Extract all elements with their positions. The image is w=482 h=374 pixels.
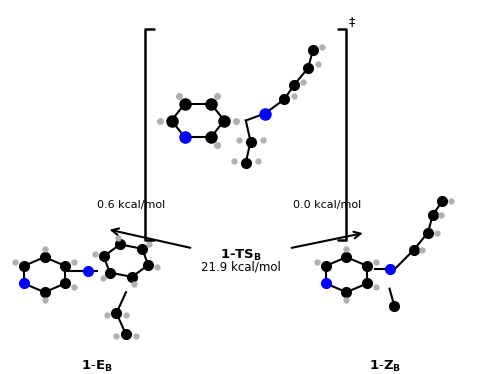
Text: $\mathbf{1}$-$\mathit{\mathbf{Z}}_\mathbf{B}$: $\mathbf{1}$-$\mathit{\mathbf{Z}}_\mathb…: [369, 359, 401, 374]
Text: $\mathbf{1}$-$\mathit{\mathbf{TS}}_\mathbf{B}$: $\mathbf{1}$-$\mathit{\mathbf{TS}}_\math…: [220, 248, 262, 264]
Text: 0.0 kcal/mol: 0.0 kcal/mol: [293, 200, 362, 209]
Text: $\mathbf{1}$-$\mathit{\mathbf{E}}_\mathbf{B}$: $\mathbf{1}$-$\mathit{\mathbf{E}}_\mathb…: [81, 359, 113, 374]
Text: ‡: ‡: [349, 15, 355, 28]
Text: 0.6 kcal/mol: 0.6 kcal/mol: [97, 200, 165, 209]
Text: 21.9 kcal/mol: 21.9 kcal/mol: [201, 261, 281, 274]
